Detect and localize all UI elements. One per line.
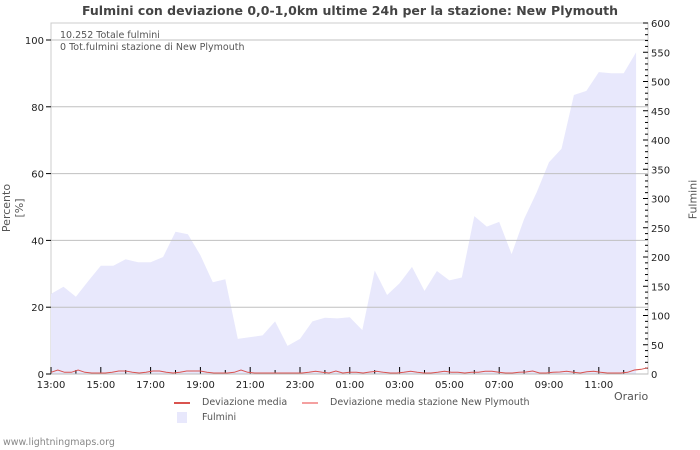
chart-title: Fulmini con deviazione 0,0-1,0km ultime … [81,3,619,18]
legend-line-pink-icon [302,401,318,404]
strikes-area [51,52,637,375]
total-strikes-label: 10.252 Totale fulmini [60,30,160,41]
station-strikes-label: 0 Tot.fulmini stazione di New Plymouth [60,42,245,53]
legend-strikes: Fulmini [174,412,236,423]
y2-tick-label: 0 [651,370,657,381]
legend-label: Fulmini [202,412,237,423]
legend-deviation-mean: Deviazione media [174,397,287,408]
y2-tick-label: 350 [651,165,670,176]
y-tick-label: 0 [38,370,44,381]
x-tick-label: 21:00 [236,380,265,391]
x-tick-label: 09:00 [535,380,564,391]
x-tick-label: 13:00 [37,380,66,391]
x-tick-label: 05:00 [435,380,464,391]
y2-tick-label: 400 [651,136,670,147]
legend-label: Deviazione media stazione New Plymouth [330,397,530,408]
y-axis-title: Percento [%] [0,183,26,233]
site-watermark: www.lightningmaps.org [3,437,115,448]
y2-tick-label: 50 [651,341,664,352]
y2-tick-label: 550 [651,48,670,59]
y2-tick-label: 300 [651,195,670,206]
y2-tick-label: 100 [651,312,670,323]
y2-tick-label: 200 [651,253,670,264]
deviation-mean-line [50,367,649,374]
y2-tick-label: 450 [651,107,670,118]
x-tick-label: 15:00 [86,380,115,391]
y2-tick-label: 150 [651,282,670,293]
y2-axis-title: Fulmini [686,179,700,220]
x-tick-label: 23:00 [286,380,315,391]
y-tick-label: 40 [31,236,44,247]
x-tick-label: 01:00 [335,380,364,391]
legend-area-swatch-icon [177,412,187,423]
legend-line-red-icon [174,401,190,404]
y-tick-label: 20 [31,303,44,314]
x-tick-label: 17:00 [136,380,165,391]
x-tick-label: 11:00 [584,380,613,391]
x-tick-label: 07:00 [485,380,514,391]
y-tick-label: 100 [25,36,44,47]
y2-tick-label: 500 [651,78,670,89]
y2-tick-label: 250 [651,224,670,235]
x-tick-label: 03:00 [385,380,414,391]
x-tick-label: 19:00 [186,380,215,391]
legend-label: Deviazione media [202,397,288,408]
y2-tick-label: 600 [651,19,670,30]
y-tick-label: 80 [31,103,44,114]
x-axis-title: Orario [614,390,649,403]
y-tick-label: 60 [31,170,44,181]
legend-deviation-mean-station: Deviazione media stazione New Plymouth [302,397,530,408]
